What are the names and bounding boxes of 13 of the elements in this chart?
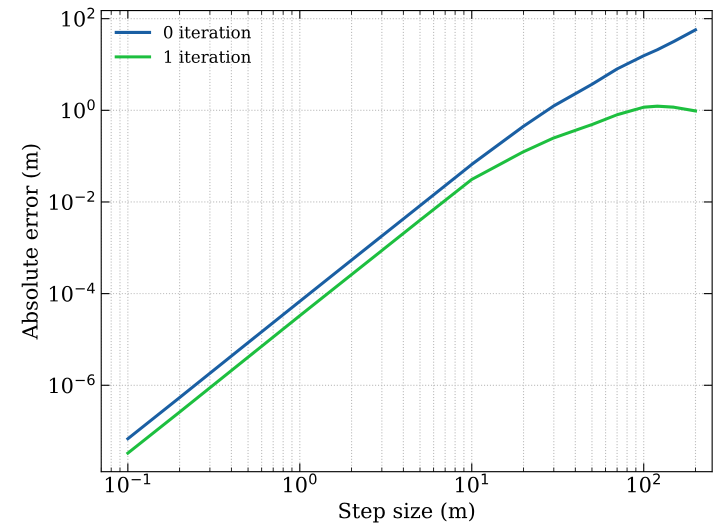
legend-label: 0 iteration (164, 26, 251, 38)
x-tick-label: 10$^{2}$ (628, 473, 660, 493)
y-tick-label: 10$^{−4}$ (50, 282, 95, 302)
y-axis-title: Absolute error (m) (22, 144, 41, 340)
legend-label: 1 iteration (164, 50, 251, 63)
y-tick-label: 10$^{0}$ (62, 99, 95, 118)
x-tick-label: 10$^{1}$ (456, 474, 488, 493)
x-tick-label: 10$^{−1}$ (106, 474, 150, 493)
x-axis-title: Step size (m) (339, 502, 474, 522)
y-tick-label: 10$^{−2}$ (50, 190, 94, 210)
y-tick-label: 10$^{−6}$ (50, 374, 95, 394)
y-tick-label: 10$^{2}$ (62, 8, 94, 27)
x-tick-label: 10$^{0}$ (284, 473, 316, 493)
